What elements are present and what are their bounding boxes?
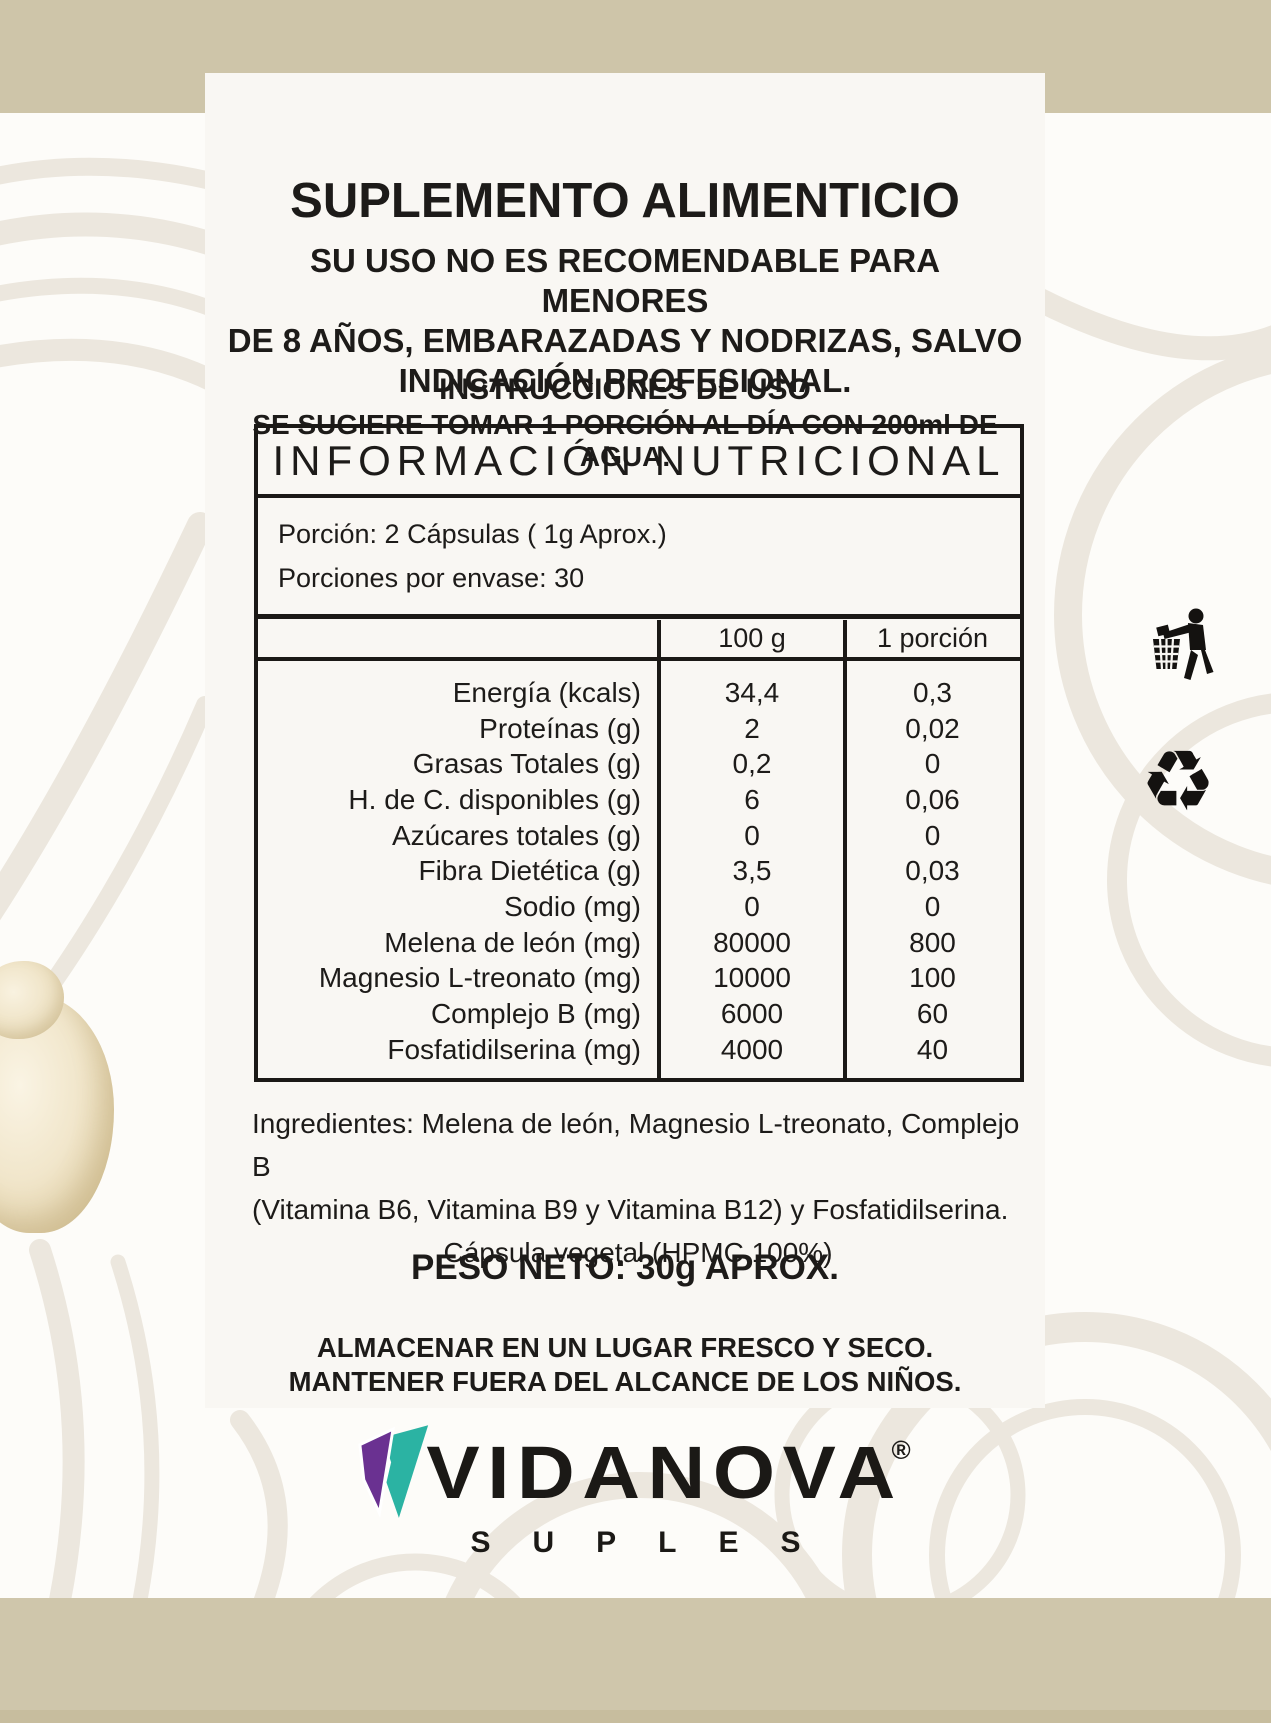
bottom-beige-band bbox=[0, 1598, 1271, 1713]
tidy-man-icon bbox=[1153, 608, 1214, 680]
table-row: Fibra Dietética (g) 3,5 0,03 bbox=[258, 853, 1020, 889]
row-label: H. de C. disponibles (g) bbox=[348, 783, 641, 815]
row-label: Melena de león (mg) bbox=[384, 926, 641, 958]
row-label: Grasas Totales (g) bbox=[412, 748, 641, 780]
row-per-100g: 34,4 bbox=[724, 676, 780, 708]
row-per-portion: 0,3 bbox=[913, 676, 952, 708]
serving-size: Porción: 2 Cápsulas ( 1g Aprox.) bbox=[278, 519, 667, 549]
nutrition-table-title: INFORMACIÓN NUTRICIONAL bbox=[258, 428, 1020, 498]
warning-line: SU USO NO ES RECOMENDABLE PARA MENORES bbox=[309, 242, 941, 319]
ingredients-line: (Vitamina B6, Vitamina B9 y Vitamina B12… bbox=[252, 1194, 1009, 1225]
page-title: SUPLEMENTO ALIMENTICIO bbox=[290, 174, 960, 228]
warning-line: DE 8 AÑOS, EMBARAZADAS Y NODRIZAS, SALVO bbox=[227, 322, 1023, 359]
column-header-100g: 100 g bbox=[718, 622, 786, 653]
row-per-100g: 4000 bbox=[720, 1033, 784, 1065]
table-column-headers: 100 g 1 porción bbox=[258, 619, 1020, 661]
table-divider-line bbox=[657, 620, 661, 1078]
warning-line: INDICACIÓN PROFESIONAL. bbox=[398, 362, 852, 399]
brand-wordmark: VIDANOVA bbox=[426, 1430, 904, 1514]
vidanova-logo-mark-icon bbox=[358, 1425, 429, 1518]
row-per-portion: 0,06 bbox=[905, 783, 960, 815]
ingredients-line: Ingredientes: Melena de león, Magnesio L… bbox=[252, 1108, 1020, 1182]
storage-line: MANTENER FUERA DEL ALCANCE DE LOS NIÑOS. bbox=[288, 1366, 962, 1397]
table-row: Complejo B (mg) 6000 60 bbox=[258, 996, 1020, 1032]
nutrition-rows: Energía (kcals) 34,4 0,3 Proteínas (g) 2 0,02… bbox=[258, 661, 1020, 1068]
row-per-portion: 40 bbox=[916, 1033, 949, 1065]
row-per-100g: 0 bbox=[744, 890, 760, 922]
bottom-beige-strip bbox=[0, 1710, 1271, 1723]
table-row: Proteínas (g) 2 0,02 bbox=[258, 711, 1020, 747]
row-per-portion: 800 bbox=[909, 926, 956, 958]
row-per-portion: 0 bbox=[924, 748, 941, 780]
table-row: Grasas Totales (g) 0,2 0 bbox=[258, 746, 1020, 782]
storage-line: ALMACENAR EN UN LUGAR FRESCO Y SECO. bbox=[316, 1332, 934, 1363]
row-per-100g: 6000 bbox=[720, 998, 784, 1030]
row-per-portion: 0 bbox=[924, 890, 941, 922]
recycle-icon: ♻ bbox=[1140, 732, 1216, 830]
row-per-portion: 0 bbox=[924, 819, 941, 851]
row-per-100g: 10000 bbox=[713, 962, 791, 994]
row-per-100g: 0,2 bbox=[732, 748, 772, 780]
registered-trademark-symbol: ® bbox=[891, 1434, 911, 1465]
row-label: Sodio (mg) bbox=[504, 890, 641, 922]
row-per-portion: 0,02 bbox=[905, 712, 960, 744]
table-divider-line bbox=[843, 620, 847, 1078]
table-row: Energía (kcals) 34,4 0,3 bbox=[258, 675, 1020, 711]
row-per-portion: 100 bbox=[909, 962, 956, 994]
row-label: Energía (kcals) bbox=[452, 676, 641, 708]
row-per-100g: 2 bbox=[744, 712, 760, 744]
brand-logo: VIDANOVA ® SUPLES bbox=[0, 1422, 1271, 1560]
capsule-type-line: Cápsula vegetal (HPMC 100%) bbox=[443, 1237, 833, 1268]
row-per-100g: 6 bbox=[744, 783, 760, 815]
row-label: Complejo B (mg) bbox=[430, 998, 641, 1030]
table-row: Melena de león (mg) 80000 800 bbox=[258, 925, 1020, 961]
servings-per-container: Porciones por envase: 30 bbox=[278, 563, 585, 593]
table-row: Sodio (mg) 0 0 bbox=[258, 889, 1020, 925]
brand-subline: SUPLES bbox=[470, 1526, 843, 1559]
row-per-100g: 3,5 bbox=[732, 855, 772, 887]
row-per-portion: 60 bbox=[916, 998, 949, 1030]
row-label: Proteínas (g) bbox=[479, 712, 641, 744]
row-label: Fosfatidilserina (mg) bbox=[387, 1033, 641, 1065]
row-per-portion: 0,03 bbox=[905, 855, 960, 887]
nutrition-table: INFORMACIÓN NUTRICIONAL Porción: 2 Cápsu… bbox=[254, 424, 1024, 1082]
row-label: Fibra Dietética (g) bbox=[418, 855, 641, 887]
row-per-100g: 0 bbox=[744, 819, 760, 851]
column-header-portion: 1 porción bbox=[876, 622, 989, 653]
net-weight: PESO NETO: 30g APROX. bbox=[411, 1248, 839, 1287]
instructions-title: INSTRUCCIONES DE USO bbox=[439, 373, 811, 406]
row-label: Azúcares totales (g) bbox=[392, 819, 641, 851]
label-panel: SUPLEMENTO ALIMENTICIO SU USO NO ES RECO… bbox=[205, 73, 1045, 1408]
warning-text: SU USO NO ES RECOMENDABLE PARA MENORES D… bbox=[225, 241, 1025, 401]
serving-info: Porción: 2 Cápsulas ( 1g Aprox.) Porcion… bbox=[258, 498, 1020, 619]
ingredients-text: Ingredientes: Melena de león, Magnesio L… bbox=[252, 1102, 1024, 1274]
row-label: Magnesio L-treonato (mg) bbox=[318, 962, 641, 994]
table-row: Azúcares totales (g) 0 0 bbox=[258, 818, 1020, 854]
table-row: Magnesio L-treonato (mg) 10000 100 bbox=[258, 961, 1020, 997]
table-row: H. de C. disponibles (g) 6 0,06 bbox=[258, 782, 1020, 818]
row-per-100g: 80000 bbox=[713, 926, 791, 958]
storage-instructions: ALMACENAR EN UN LUGAR FRESCO Y SECO. MAN… bbox=[205, 1331, 1045, 1399]
table-row: Fosfatidilserina (mg) 4000 40 bbox=[258, 1032, 1020, 1068]
